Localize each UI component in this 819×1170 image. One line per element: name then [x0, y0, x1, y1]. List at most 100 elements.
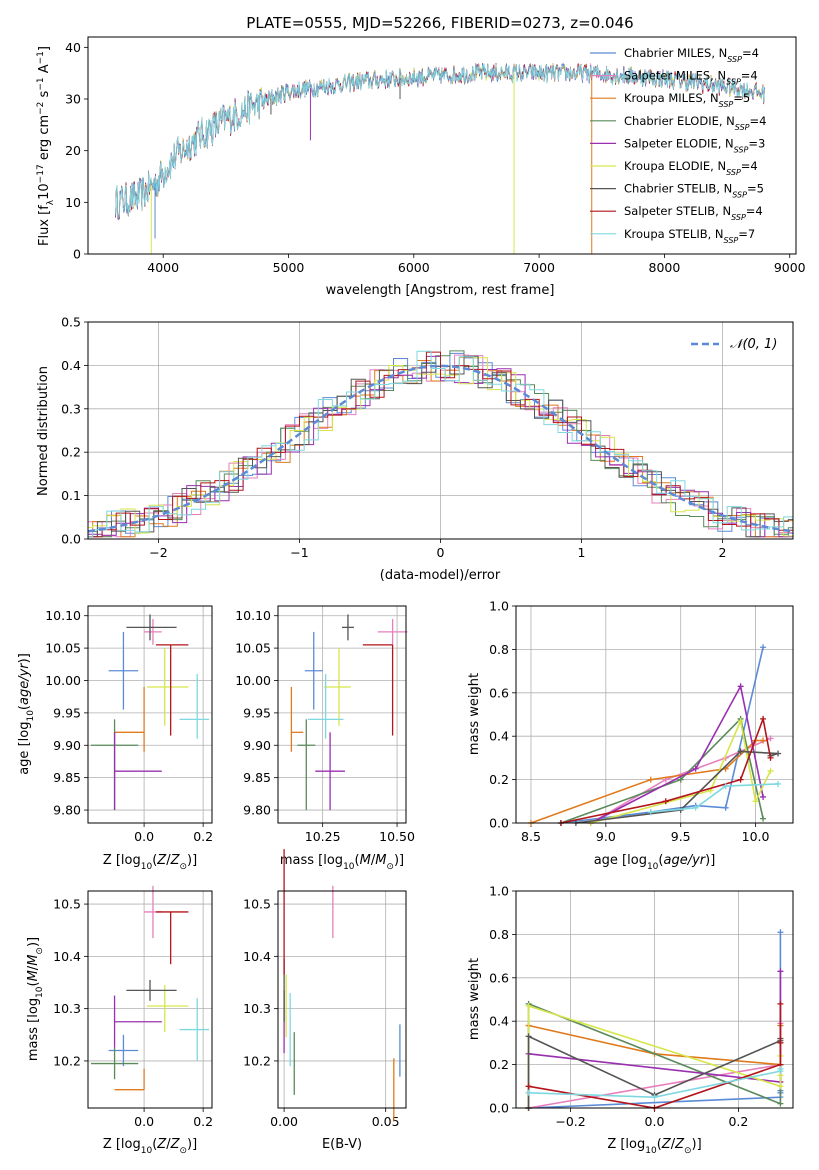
y-tick-label: 0 — [73, 247, 81, 262]
x-tick-label: 0.00 — [270, 1114, 298, 1129]
ssp-point — [767, 767, 774, 774]
x-tick-label: −1 — [290, 545, 308, 560]
ssp-point — [525, 1033, 532, 1040]
ssp-line — [560, 717, 764, 824]
age-vs-Z-panel: 0.0 0.2 9.80 9.85 9.90 9.95 10.00 10.05 10.10 Z [… — [17, 605, 213, 872]
y-tick-label: 10.3 — [243, 1001, 271, 1016]
x-tick-label: −0.2 — [555, 1114, 585, 1129]
y-tick-label: 20 — [65, 143, 81, 158]
axes-frame — [87, 36, 797, 255]
ssp-point — [775, 780, 782, 787]
x-tick-label: 10.25 — [305, 829, 341, 844]
x-tick-label: 9.0 — [596, 829, 616, 844]
x-axis-label: wavelength [Angstrom, rest frame] — [326, 283, 555, 298]
y-tick-label: 10.3 — [53, 1001, 81, 1016]
y-tick-label: 10.05 — [45, 641, 81, 656]
ssp-point — [777, 968, 784, 975]
ssp-point — [760, 715, 767, 722]
x-tick-label: 9.5 — [671, 829, 691, 844]
axes-frame — [87, 890, 213, 1109]
legend: Chabrier MILES, NSSP=4 Salpeter MILES, NS… — [590, 46, 766, 244]
x-tick-label: 8000 — [649, 260, 681, 275]
x-tick-label: 10.50 — [379, 829, 415, 844]
ssp-point — [760, 737, 767, 744]
x-tick-label: 0.2 — [193, 1114, 213, 1129]
ssp-point — [737, 776, 744, 783]
y-tick-label: 0.4 — [489, 729, 509, 744]
ssp-point — [737, 718, 744, 725]
y-tick-label: 0.2 — [489, 1057, 509, 1072]
y-tick-label: 0.0 — [61, 532, 81, 547]
legend-entry: Chabrier STELIB, NSSP=5 — [624, 182, 764, 200]
x-tick-label: 4000 — [147, 260, 179, 275]
y-tick-label: 40 — [65, 40, 81, 55]
ssp-point — [525, 1083, 532, 1090]
legend-entry: Chabrier MILES, NSSP=4 — [624, 46, 759, 64]
y-tick-label: 9.80 — [243, 803, 271, 818]
ssp-line — [650, 783, 779, 813]
ssp-point — [777, 1065, 784, 1072]
y-tick-label: 1.0 — [489, 599, 509, 614]
ssp-point — [677, 776, 684, 783]
y-tick-label: 0.3 — [61, 401, 81, 416]
histogram-salpeter-stelib — [88, 351, 793, 538]
massweight-vs-Z-panel: −0.2 0.0 0.2 0.0 0.2 0.4 0.6 0.8 1.0 Z [log10(Z/Z… — [467, 884, 794, 1156]
x-tick-label: 0.05 — [372, 1114, 400, 1129]
ssp-point — [767, 754, 774, 761]
axes-frame — [87, 321, 794, 540]
ssp-point — [722, 804, 729, 811]
y-tick-label: 0.2 — [61, 445, 81, 460]
spectrum-lines — [115, 62, 765, 254]
y-tick-label: 0.6 — [489, 685, 509, 700]
y-tick-label: 1.0 — [489, 884, 509, 899]
y-tick-label: 10 — [65, 195, 81, 210]
y-axis-label: mass weight — [467, 958, 482, 1040]
ssp-point — [752, 798, 759, 805]
y-tick-label: 0.8 — [489, 927, 509, 942]
ssp-point — [647, 809, 654, 816]
x-axis-label: mass [log10(M/M⊙)] — [280, 853, 404, 872]
spectrum-panel: 4000 5000 6000 7000 8000 9000 0 10 20 30 40 wavelen… — [36, 36, 806, 298]
legend-entry: Salpeter MILES, NSSP=4 — [624, 69, 758, 87]
ssp-point — [760, 793, 767, 800]
mass-vs-Z-panel: 0.0 0.2 10.2 10.3 10.4 10.5 Z [log10(Z/Z⊙)] mas… — [26, 885, 213, 1156]
axes-frame — [515, 605, 794, 824]
x-tick-label: −2 — [149, 545, 167, 560]
ssp-point — [777, 929, 784, 936]
ssp-point — [767, 735, 774, 742]
ssp-point — [760, 644, 767, 651]
ssp-point — [777, 1000, 784, 1007]
massweight-vs-age-panel: 8.5 9.0 9.5 10.0 0.0 0.2 0.4 0.6 0.8 1.0 age [log1… — [467, 599, 794, 872]
figure-title: PLATE=0555, MJD=52266, FIBERID=0273, z=0… — [246, 14, 633, 32]
y-tick-label: 10.05 — [235, 641, 271, 656]
y-tick-label: 10.4 — [53, 949, 81, 964]
ssp-line — [530, 739, 764, 824]
y-tick-label: 10.10 — [45, 608, 81, 623]
x-tick-label: 2 — [719, 545, 727, 560]
axes-frame — [87, 605, 213, 824]
x-axis-label: Z [log10(Z/Z⊙)] — [103, 1137, 197, 1156]
x-tick-label: 0.0 — [134, 829, 154, 844]
ssp-line — [560, 647, 764, 824]
y-axis-label: Normed distribution — [36, 366, 51, 496]
y-axis-label: mass weight — [467, 673, 482, 755]
y-tick-label: 9.95 — [53, 705, 81, 720]
legend-entry: 𝒩(0, 1) — [730, 337, 777, 352]
axes-frame — [277, 890, 407, 1109]
y-tick-label: 9.90 — [243, 738, 271, 753]
ssp-line — [560, 715, 772, 824]
legend-entry: Kroupa STELIB, NSSP=7 — [624, 227, 755, 245]
histogram-kroupa-miles — [88, 356, 793, 538]
y-tick-label: 0.0 — [489, 1101, 509, 1116]
y-tick-label: 9.80 — [53, 803, 81, 818]
x-axis-label: age [log10(age/yr)] — [594, 853, 716, 872]
y-tick-label: 0.6 — [489, 970, 509, 985]
x-tick-label: 9000 — [774, 260, 806, 275]
ssp-point — [775, 750, 782, 757]
mass-vs-EBV-panel: 0.00 0.05 10.2 10.3 10.4 10.5 E(B-V) — [243, 849, 407, 1152]
y-tick-label: 10.2 — [243, 1053, 271, 1068]
y-tick-label: 0.2 — [489, 772, 509, 787]
x-tick-label: 1 — [578, 545, 586, 560]
legend-entry: Salpeter ELODIE, NSSP=3 — [624, 136, 765, 154]
